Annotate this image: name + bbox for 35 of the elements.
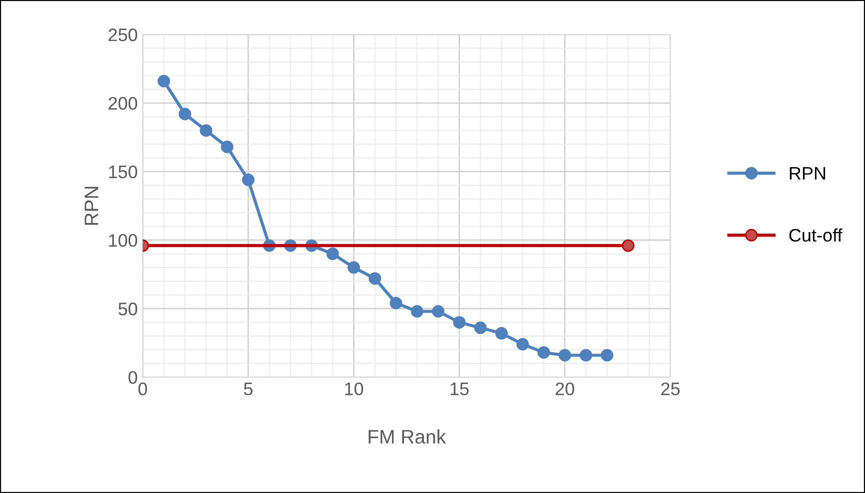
x-tick-label: 20 [556,382,574,396]
x-tick-label: 25 [661,382,680,396]
y-tick-label: 100 [109,234,138,247]
point [200,124,212,137]
x-axis-title: FM Rank [368,429,446,444]
y-tick-label: 50 [118,302,138,316]
point [178,108,192,120]
point [432,305,444,318]
point [516,338,529,350]
y-axis-title: RPN [84,186,98,225]
y-tick-label: 0 [128,371,138,384]
x-tick-label: 15 [450,382,469,396]
point [474,322,487,334]
y-tick-label: 200 [108,96,138,110]
x-tick-label: 10 [345,382,364,396]
point [158,74,170,88]
point [495,327,508,340]
point [220,140,234,154]
point [368,272,382,285]
point [558,348,572,362]
x-tick-label: 0 [138,382,148,396]
point [453,316,466,329]
point [348,261,360,274]
point [537,346,550,359]
point [580,348,592,362]
point [600,348,614,362]
legend-label: RPN [790,167,826,180]
x-tick-label: 5 [244,382,253,396]
point [326,248,339,260]
point [390,296,402,310]
point [410,305,424,318]
y-tick-label: 150 [109,166,138,178]
point [242,174,255,186]
legend-label: Cut-off [789,228,842,242]
y-tick-label: 250 [108,28,138,42]
